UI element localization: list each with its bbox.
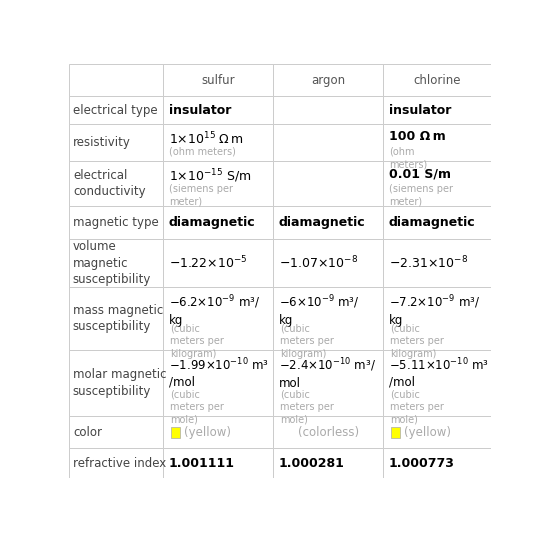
Bar	[69, 97, 163, 125]
Text: (cubic
meters per
mole): (cubic meters per mole)	[170, 390, 224, 425]
Bar	[163, 64, 273, 97]
Bar	[171, 427, 180, 438]
Bar	[69, 162, 163, 206]
Text: refractive index: refractive index	[73, 456, 166, 470]
Text: diamagnetic: diamagnetic	[169, 216, 255, 229]
Bar	[69, 239, 163, 287]
Bar	[383, 162, 491, 206]
Bar	[69, 206, 163, 239]
Text: mass magnetic
susceptibility: mass magnetic susceptibility	[73, 304, 163, 333]
Text: $-5.11{\times}10^{-10}$ m³
/mol: $-5.11{\times}10^{-10}$ m³ /mol	[389, 357, 489, 389]
Bar	[274, 448, 383, 478]
Text: 0.01 S/m: 0.01 S/m	[389, 168, 450, 181]
Bar	[274, 239, 383, 287]
Bar	[163, 97, 273, 125]
Text: insulator: insulator	[389, 104, 451, 117]
Text: $1{\times}10^{15}$ Ω m: $1{\times}10^{15}$ Ω m	[169, 130, 244, 147]
Text: sulfur: sulfur	[201, 74, 235, 87]
Text: $-2.31{\times}10^{-8}$: $-2.31{\times}10^{-8}$	[389, 255, 468, 271]
Text: $-6.2{\times}10^{-9}$ m³/
kg: $-6.2{\times}10^{-9}$ m³/ kg	[169, 293, 260, 327]
Text: 1.000773: 1.000773	[389, 456, 454, 470]
Bar	[383, 97, 491, 125]
Bar	[383, 448, 491, 478]
Bar	[163, 416, 273, 448]
Text: (cubic
meters per
kilogram): (cubic meters per kilogram)	[390, 324, 444, 359]
Text: (ohm
meters): (ohm meters)	[389, 147, 428, 169]
Bar	[383, 416, 491, 448]
Bar	[383, 350, 491, 416]
Bar	[274, 350, 383, 416]
Text: $-1.07{\times}10^{-8}$: $-1.07{\times}10^{-8}$	[278, 255, 358, 271]
Bar	[383, 287, 491, 350]
Bar	[163, 350, 273, 416]
Text: (siemens per
meter): (siemens per meter)	[389, 184, 453, 206]
Bar	[383, 125, 491, 162]
Bar	[163, 448, 273, 478]
Text: 100 Ω m: 100 Ω m	[389, 130, 446, 143]
Text: (yellow): (yellow)	[404, 426, 451, 439]
Text: $1{\times}10^{-15}$ S/m: $1{\times}10^{-15}$ S/m	[169, 168, 251, 185]
Bar	[69, 350, 163, 416]
Bar	[274, 64, 383, 97]
Bar	[383, 239, 491, 287]
Text: $-1.99{\times}10^{-10}$ m³
/mol: $-1.99{\times}10^{-10}$ m³ /mol	[169, 357, 269, 389]
Text: $-6{\times}10^{-9}$ m³/
kg: $-6{\times}10^{-9}$ m³/ kg	[278, 293, 359, 327]
Text: diamagnetic: diamagnetic	[389, 216, 475, 229]
Text: $-7.2{\times}10^{-9}$ m³/
kg: $-7.2{\times}10^{-9}$ m³/ kg	[389, 293, 480, 327]
Text: magnetic type: magnetic type	[73, 216, 159, 229]
Text: (cubic
meters per
kilogram): (cubic meters per kilogram)	[280, 324, 334, 359]
Text: diamagnetic: diamagnetic	[278, 216, 365, 229]
Text: 1.000281: 1.000281	[278, 456, 345, 470]
Bar	[383, 64, 491, 97]
Text: electrical
conductivity: electrical conductivity	[73, 169, 146, 198]
Text: (siemens per
meter): (siemens per meter)	[169, 184, 233, 206]
Text: volume
magnetic
susceptibility: volume magnetic susceptibility	[73, 240, 151, 286]
Bar	[163, 287, 273, 350]
Text: 1.001111: 1.001111	[169, 456, 235, 470]
Bar	[69, 64, 163, 97]
Text: (cubic
meters per
mole): (cubic meters per mole)	[280, 390, 334, 425]
Text: argon: argon	[311, 74, 345, 87]
Bar	[274, 416, 383, 448]
Bar	[163, 206, 273, 239]
Text: $-1.22{\times}10^{-5}$: $-1.22{\times}10^{-5}$	[169, 255, 247, 271]
Bar	[163, 125, 273, 162]
Bar	[69, 125, 163, 162]
Bar	[274, 125, 383, 162]
Bar	[391, 427, 400, 438]
Text: (cubic
meters per
mole): (cubic meters per mole)	[390, 390, 444, 425]
Text: chlorine: chlorine	[413, 74, 461, 87]
Text: $-2.4{\times}10^{-10}$ m³/
mol: $-2.4{\times}10^{-10}$ m³/ mol	[278, 357, 376, 390]
Bar	[69, 416, 163, 448]
Text: electrical type: electrical type	[73, 104, 158, 117]
Bar	[274, 162, 383, 206]
Bar	[274, 97, 383, 125]
Text: (colorless): (colorless)	[298, 426, 359, 439]
Bar	[163, 239, 273, 287]
Bar	[163, 162, 273, 206]
Bar	[274, 206, 383, 239]
Text: color: color	[73, 426, 102, 439]
Text: resistivity: resistivity	[73, 136, 131, 149]
Text: molar magnetic
susceptibility: molar magnetic susceptibility	[73, 368, 167, 398]
Text: (cubic
meters per
kilogram): (cubic meters per kilogram)	[170, 324, 224, 359]
Bar	[383, 206, 491, 239]
Text: insulator: insulator	[169, 104, 231, 117]
Bar	[69, 287, 163, 350]
Text: (yellow): (yellow)	[184, 426, 231, 439]
Bar	[274, 287, 383, 350]
Bar	[69, 448, 163, 478]
Text: (ohm meters): (ohm meters)	[169, 147, 236, 157]
